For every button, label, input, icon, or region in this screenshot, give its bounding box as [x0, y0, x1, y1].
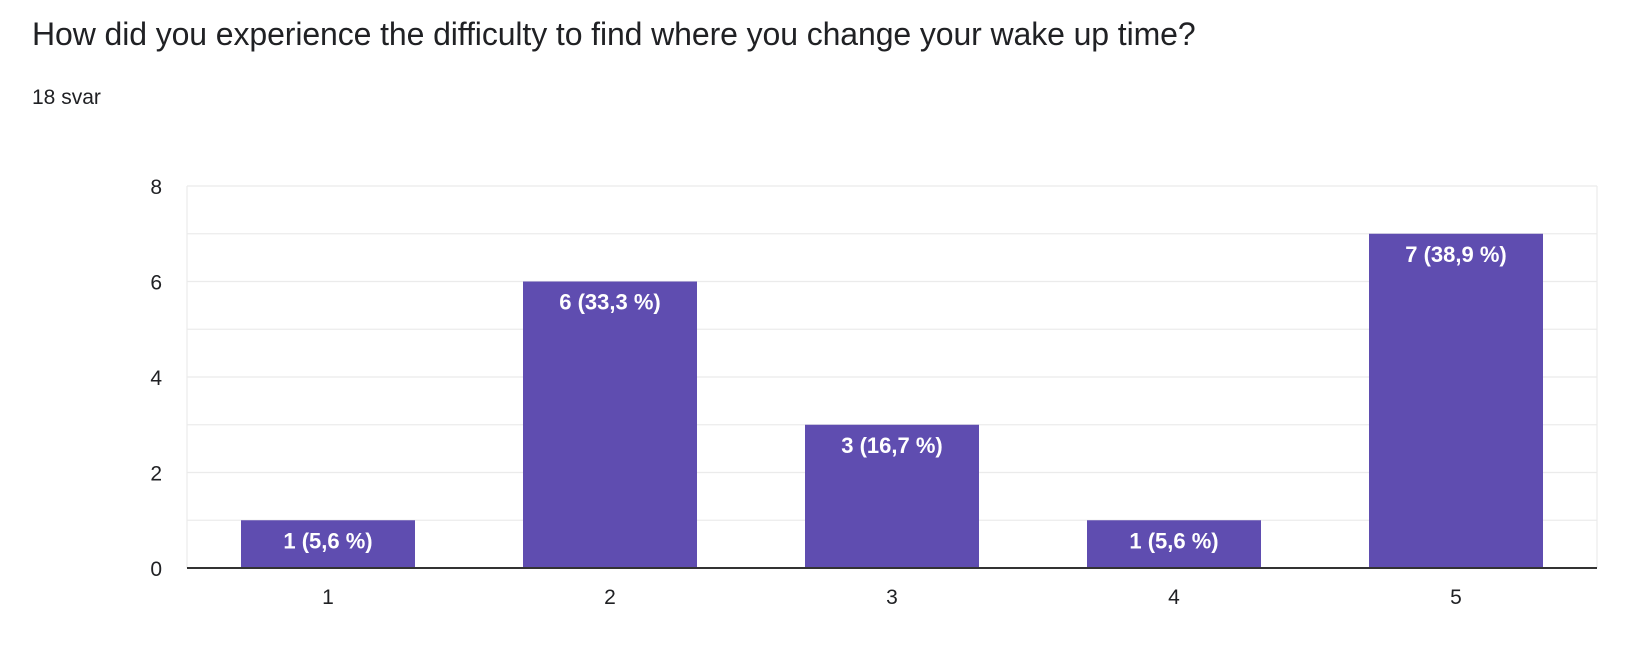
y-tick-label: 6 — [150, 272, 162, 295]
x-tick-label: 5 — [1450, 586, 1462, 609]
question-title: How did you experience the difficulty to… — [32, 16, 1196, 52]
bar-data-label: 1 (5,6 %) — [1129, 528, 1218, 553]
bar-data-label: 7 (38,9 %) — [1405, 242, 1507, 267]
x-tick-label: 3 — [886, 586, 898, 609]
bar-data-label: 1 (5,6 %) — [283, 528, 372, 553]
bar-data-label: 3 (16,7 %) — [841, 433, 943, 458]
bar — [1087, 520, 1261, 568]
response-count: 18 svar — [32, 86, 101, 109]
y-tick-label: 8 — [150, 176, 162, 199]
y-tick-label: 2 — [150, 463, 162, 486]
bar — [1369, 233, 1543, 568]
bar — [241, 520, 415, 568]
bar — [523, 281, 697, 568]
x-tick-label: 2 — [604, 586, 616, 609]
x-tick-label: 1 — [322, 586, 334, 609]
y-tick-label: 0 — [150, 558, 162, 581]
x-tick-label: 4 — [1168, 586, 1180, 609]
bar-data-label: 6 (33,3 %) — [559, 290, 661, 315]
y-tick-label: 4 — [150, 367, 162, 390]
bar — [805, 424, 979, 568]
